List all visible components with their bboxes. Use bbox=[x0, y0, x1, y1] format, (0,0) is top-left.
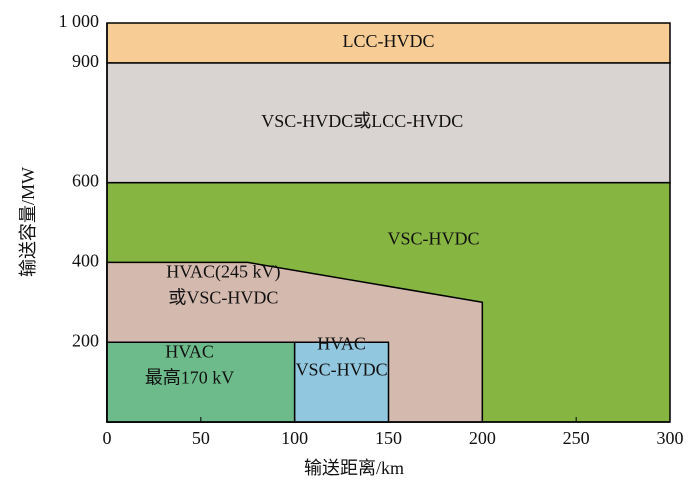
region-label: HVAC bbox=[317, 333, 366, 353]
y-tick-label: 600 bbox=[72, 171, 99, 191]
region-label: HVAC bbox=[165, 341, 214, 361]
region-label: VSC-HVDC bbox=[296, 359, 388, 379]
x-tick-label: 150 bbox=[375, 428, 402, 448]
x-axis-title: 输送距离/km bbox=[304, 458, 404, 478]
y-tick-label: 900 bbox=[72, 51, 99, 71]
x-tick-label: 50 bbox=[192, 428, 210, 448]
region bbox=[293, 341, 390, 423]
x-tick-label: 300 bbox=[657, 428, 684, 448]
y-axis-title: 输送容量/MW bbox=[18, 167, 38, 277]
y-tick-label: 1 000 bbox=[59, 11, 100, 31]
y-tick-label: 200 bbox=[72, 330, 99, 350]
region-label: 或VSC-HVDC bbox=[168, 287, 278, 307]
x-tick-label: 250 bbox=[563, 428, 590, 448]
x-tick-label: 100 bbox=[281, 428, 308, 448]
region-label: 最高170 kV bbox=[145, 367, 235, 387]
region-label: LCC-HVDC bbox=[342, 31, 434, 51]
x-tick-label: 0 bbox=[103, 428, 112, 448]
x-tick-label: 200 bbox=[469, 428, 496, 448]
region-label: HVAC(245 kV) bbox=[166, 261, 280, 282]
y-tick-label: 400 bbox=[72, 251, 99, 271]
region-label: VSC-HVDC bbox=[388, 229, 480, 249]
region-label: VSC-HVDC或LCC-HVDC bbox=[261, 111, 463, 131]
